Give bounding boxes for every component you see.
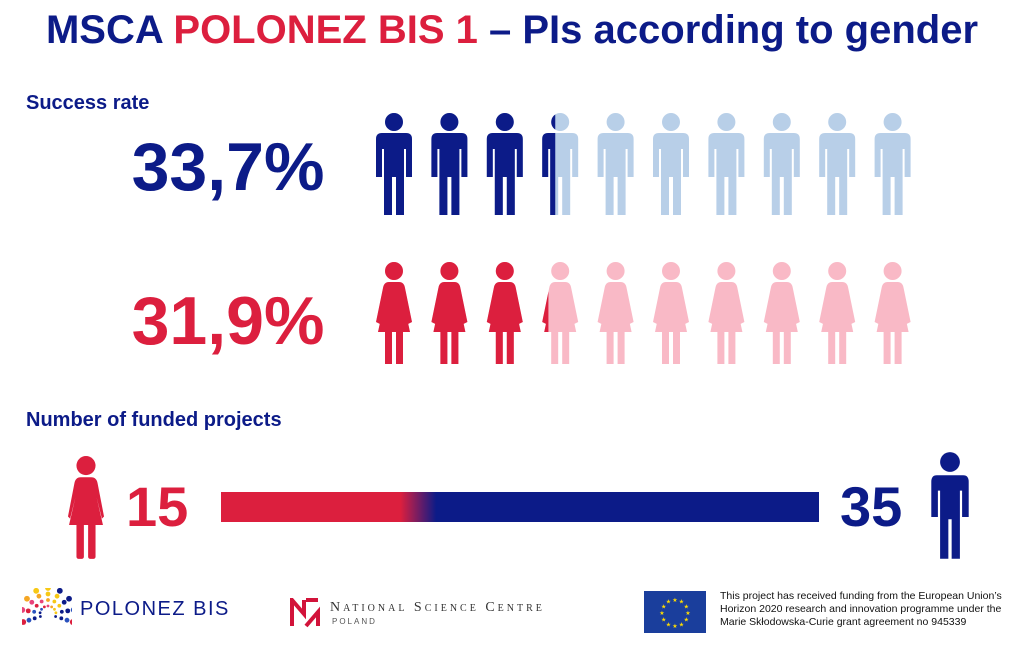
men-icon-2 — [431, 113, 468, 215]
page-title: MSCA POLONEZ BIS 1 – PIs according to ge… — [0, 8, 1024, 53]
women-icon-10 — [874, 262, 911, 364]
svg-text:★: ★ — [661, 604, 666, 611]
svg-text:★: ★ — [685, 610, 690, 617]
polonez-logo-icon — [22, 588, 72, 625]
svg-text:★: ★ — [672, 623, 677, 630]
men-icon-6 — [653, 113, 689, 215]
men-icon-fill-9 — [819, 113, 855, 215]
funded-bar-fill — [221, 492, 819, 522]
men-icon-8 — [763, 113, 800, 215]
women-icon-8 — [763, 262, 800, 364]
ncn-name: National Science Centre — [330, 600, 545, 615]
eu-flag-icon: ★★★★★★★★★ ★ ★★ — [644, 591, 706, 633]
women-icon-fill-9 — [819, 262, 855, 364]
women-icon-2 — [431, 262, 468, 364]
svg-text:★: ★ — [661, 617, 666, 624]
men-icon-fill-4 — [542, 114, 556, 215]
men-funded-icon — [931, 452, 969, 559]
men-icon-fill-6 — [653, 113, 689, 215]
funded-bar — [221, 492, 819, 522]
svg-text:★: ★ — [679, 599, 684, 606]
women-icon-4 — [542, 262, 579, 364]
polonez-logo-text: POLONEZ BIS — [80, 598, 230, 620]
men-icon-fill-7 — [708, 113, 744, 215]
funded-projects-label: Number of funded projects — [26, 409, 282, 431]
men-funded-count: 35 — [840, 475, 903, 538]
svg-text:★: ★ — [684, 617, 689, 624]
svg-text:★: ★ — [672, 597, 677, 604]
title-polonez: POLONEZ BIS 1 — [173, 8, 478, 52]
funding-statement: This project has received funding from t… — [720, 590, 1002, 628]
women-icon-9 — [819, 262, 856, 364]
title-rest: – PIs according to gender — [477, 8, 979, 52]
men-icon-1 — [376, 113, 412, 215]
men-icon-fill-2 — [431, 113, 468, 215]
men-icon-9 — [819, 113, 856, 215]
women-icon-fill-7 — [708, 262, 744, 364]
success-rate-label: Success rate — [26, 92, 150, 114]
women-icon-fill-2 — [431, 262, 468, 364]
women-funded-icon — [67, 456, 105, 559]
svg-text:★: ★ — [684, 604, 689, 611]
women-icon-fill-10 — [875, 262, 911, 364]
men-icon-fill-1 — [376, 113, 412, 215]
men-success-rate: 33,7% — [131, 129, 325, 205]
women-icon-7 — [708, 262, 745, 364]
men-icon-4 — [542, 113, 579, 215]
men-icon-fill-10 — [875, 113, 911, 215]
women-funded-count: 15 — [126, 475, 189, 538]
title-msca: MSCA — [45, 8, 174, 52]
svg-text:★: ★ — [666, 599, 671, 606]
men-icon-3 — [486, 113, 523, 215]
women-icon-fill-4 — [542, 291, 549, 332]
women-icon-fill-3 — [486, 262, 523, 364]
women-success-rate: 31,9% — [131, 283, 325, 359]
women-icon-fill-6 — [653, 262, 689, 364]
men-icon-fill-8 — [764, 113, 800, 215]
women-icon-5 — [597, 262, 634, 364]
ncn-country: POLAND — [332, 617, 377, 626]
men-icon-10 — [874, 113, 911, 215]
women-icon-3 — [486, 262, 523, 364]
svg-text:★: ★ — [666, 621, 671, 628]
women-icon-fill-5 — [598, 262, 634, 364]
women-icon-fill-1 — [376, 262, 412, 364]
men-icon-fill-3 — [486, 113, 523, 215]
women-icon-6 — [653, 262, 689, 364]
women-icon-fill-8 — [764, 262, 800, 364]
svg-text:★: ★ — [679, 621, 684, 628]
ncn-logo-icon — [290, 598, 320, 628]
men-icon-7 — [708, 113, 745, 215]
men-icon-fill-5 — [598, 113, 634, 215]
men-icon-5 — [597, 113, 634, 215]
women-icon-1 — [376, 262, 412, 364]
svg-text:★: ★ — [659, 610, 664, 617]
